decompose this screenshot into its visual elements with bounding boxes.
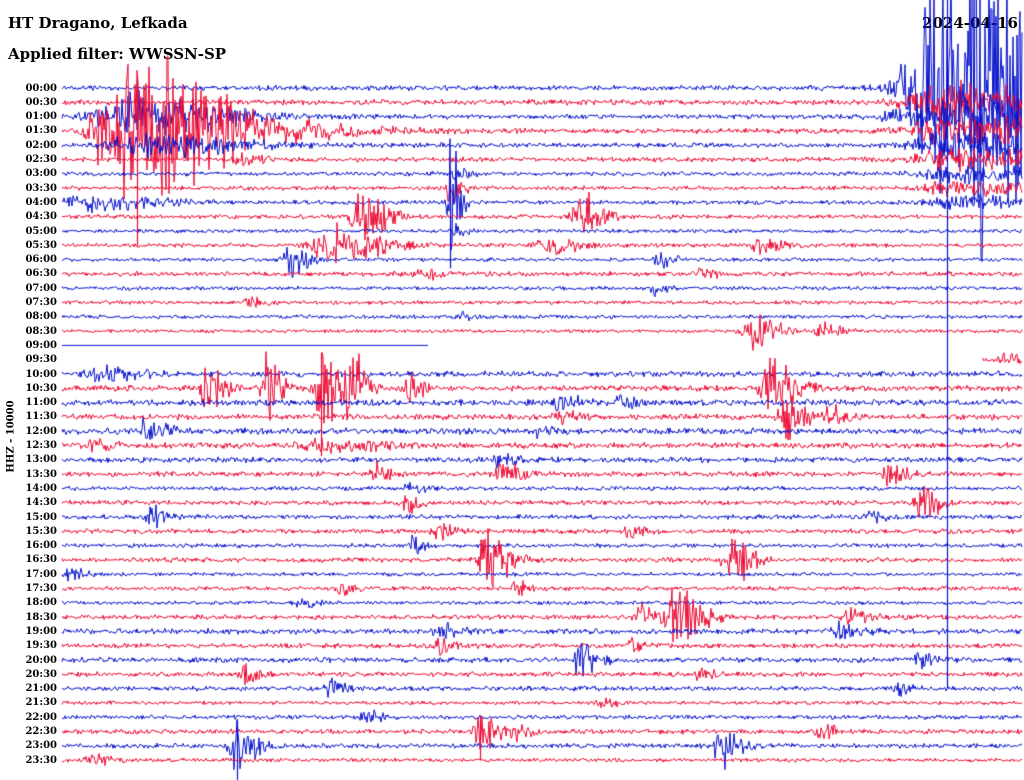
time-label: 13:30: [25, 468, 57, 480]
time-label: 20:30: [25, 668, 57, 680]
time-label: 07:30: [25, 297, 57, 308]
time-label: 02:00: [25, 139, 57, 151]
time-label: 14:30: [25, 497, 57, 509]
time-label: 02:30: [25, 154, 57, 165]
time-label: 03:30: [25, 182, 57, 194]
time-label: 11:30: [25, 411, 57, 423]
time-label: 07:00: [25, 282, 57, 294]
time-label: 13:00: [25, 454, 57, 466]
time-label: 00:30: [25, 96, 57, 108]
time-label: 00:00: [25, 82, 57, 94]
time-label: 17:30: [25, 583, 57, 594]
time-label: 21:30: [25, 697, 57, 709]
time-label: 06:30: [25, 268, 57, 280]
time-label: 03:00: [25, 168, 57, 180]
time-label: 15:30: [25, 525, 57, 537]
time-label: 01:30: [25, 125, 57, 137]
time-label: 22:00: [25, 711, 57, 723]
time-label: 16:00: [25, 540, 57, 552]
time-label: 19:00: [25, 625, 57, 637]
time-label: 05:00: [25, 225, 57, 237]
time-label: 11:00: [25, 397, 57, 409]
time-label: 10:00: [25, 368, 57, 380]
time-label: 18:30: [25, 611, 57, 623]
time-label: 08:30: [25, 325, 57, 337]
time-label: 15:00: [25, 511, 57, 523]
time-label: 23:00: [25, 740, 57, 752]
time-label: 08:00: [25, 311, 57, 323]
station-title: HT Dragano, Lefkada: [8, 14, 188, 32]
time-label: 20:00: [25, 654, 57, 666]
time-label: 05:30: [25, 239, 57, 251]
time-label: 09:00: [25, 339, 57, 351]
filter-label: Applied filter: WWSSN-SP: [8, 45, 227, 63]
time-label: 18:00: [25, 597, 57, 609]
time-label: 16:30: [25, 554, 57, 566]
time-label: 04:00: [25, 196, 57, 208]
time-label: 12:30: [25, 440, 57, 451]
time-label: 04:30: [25, 211, 57, 223]
time-label: 14:00: [25, 482, 57, 494]
time-label: 21:00: [25, 683, 57, 695]
time-label: 10:30: [25, 382, 57, 394]
time-label: 19:30: [25, 640, 57, 652]
time-label: 17:00: [25, 568, 57, 580]
date-label: 2024-04-16: [922, 14, 1018, 32]
time-label: 06:00: [25, 254, 57, 266]
time-label: 01:00: [25, 111, 57, 123]
time-label: 23:30: [25, 754, 57, 766]
time-label: 09:30: [25, 354, 57, 366]
time-label: 22:30: [25, 726, 57, 737]
time-label: 12:00: [25, 425, 57, 437]
